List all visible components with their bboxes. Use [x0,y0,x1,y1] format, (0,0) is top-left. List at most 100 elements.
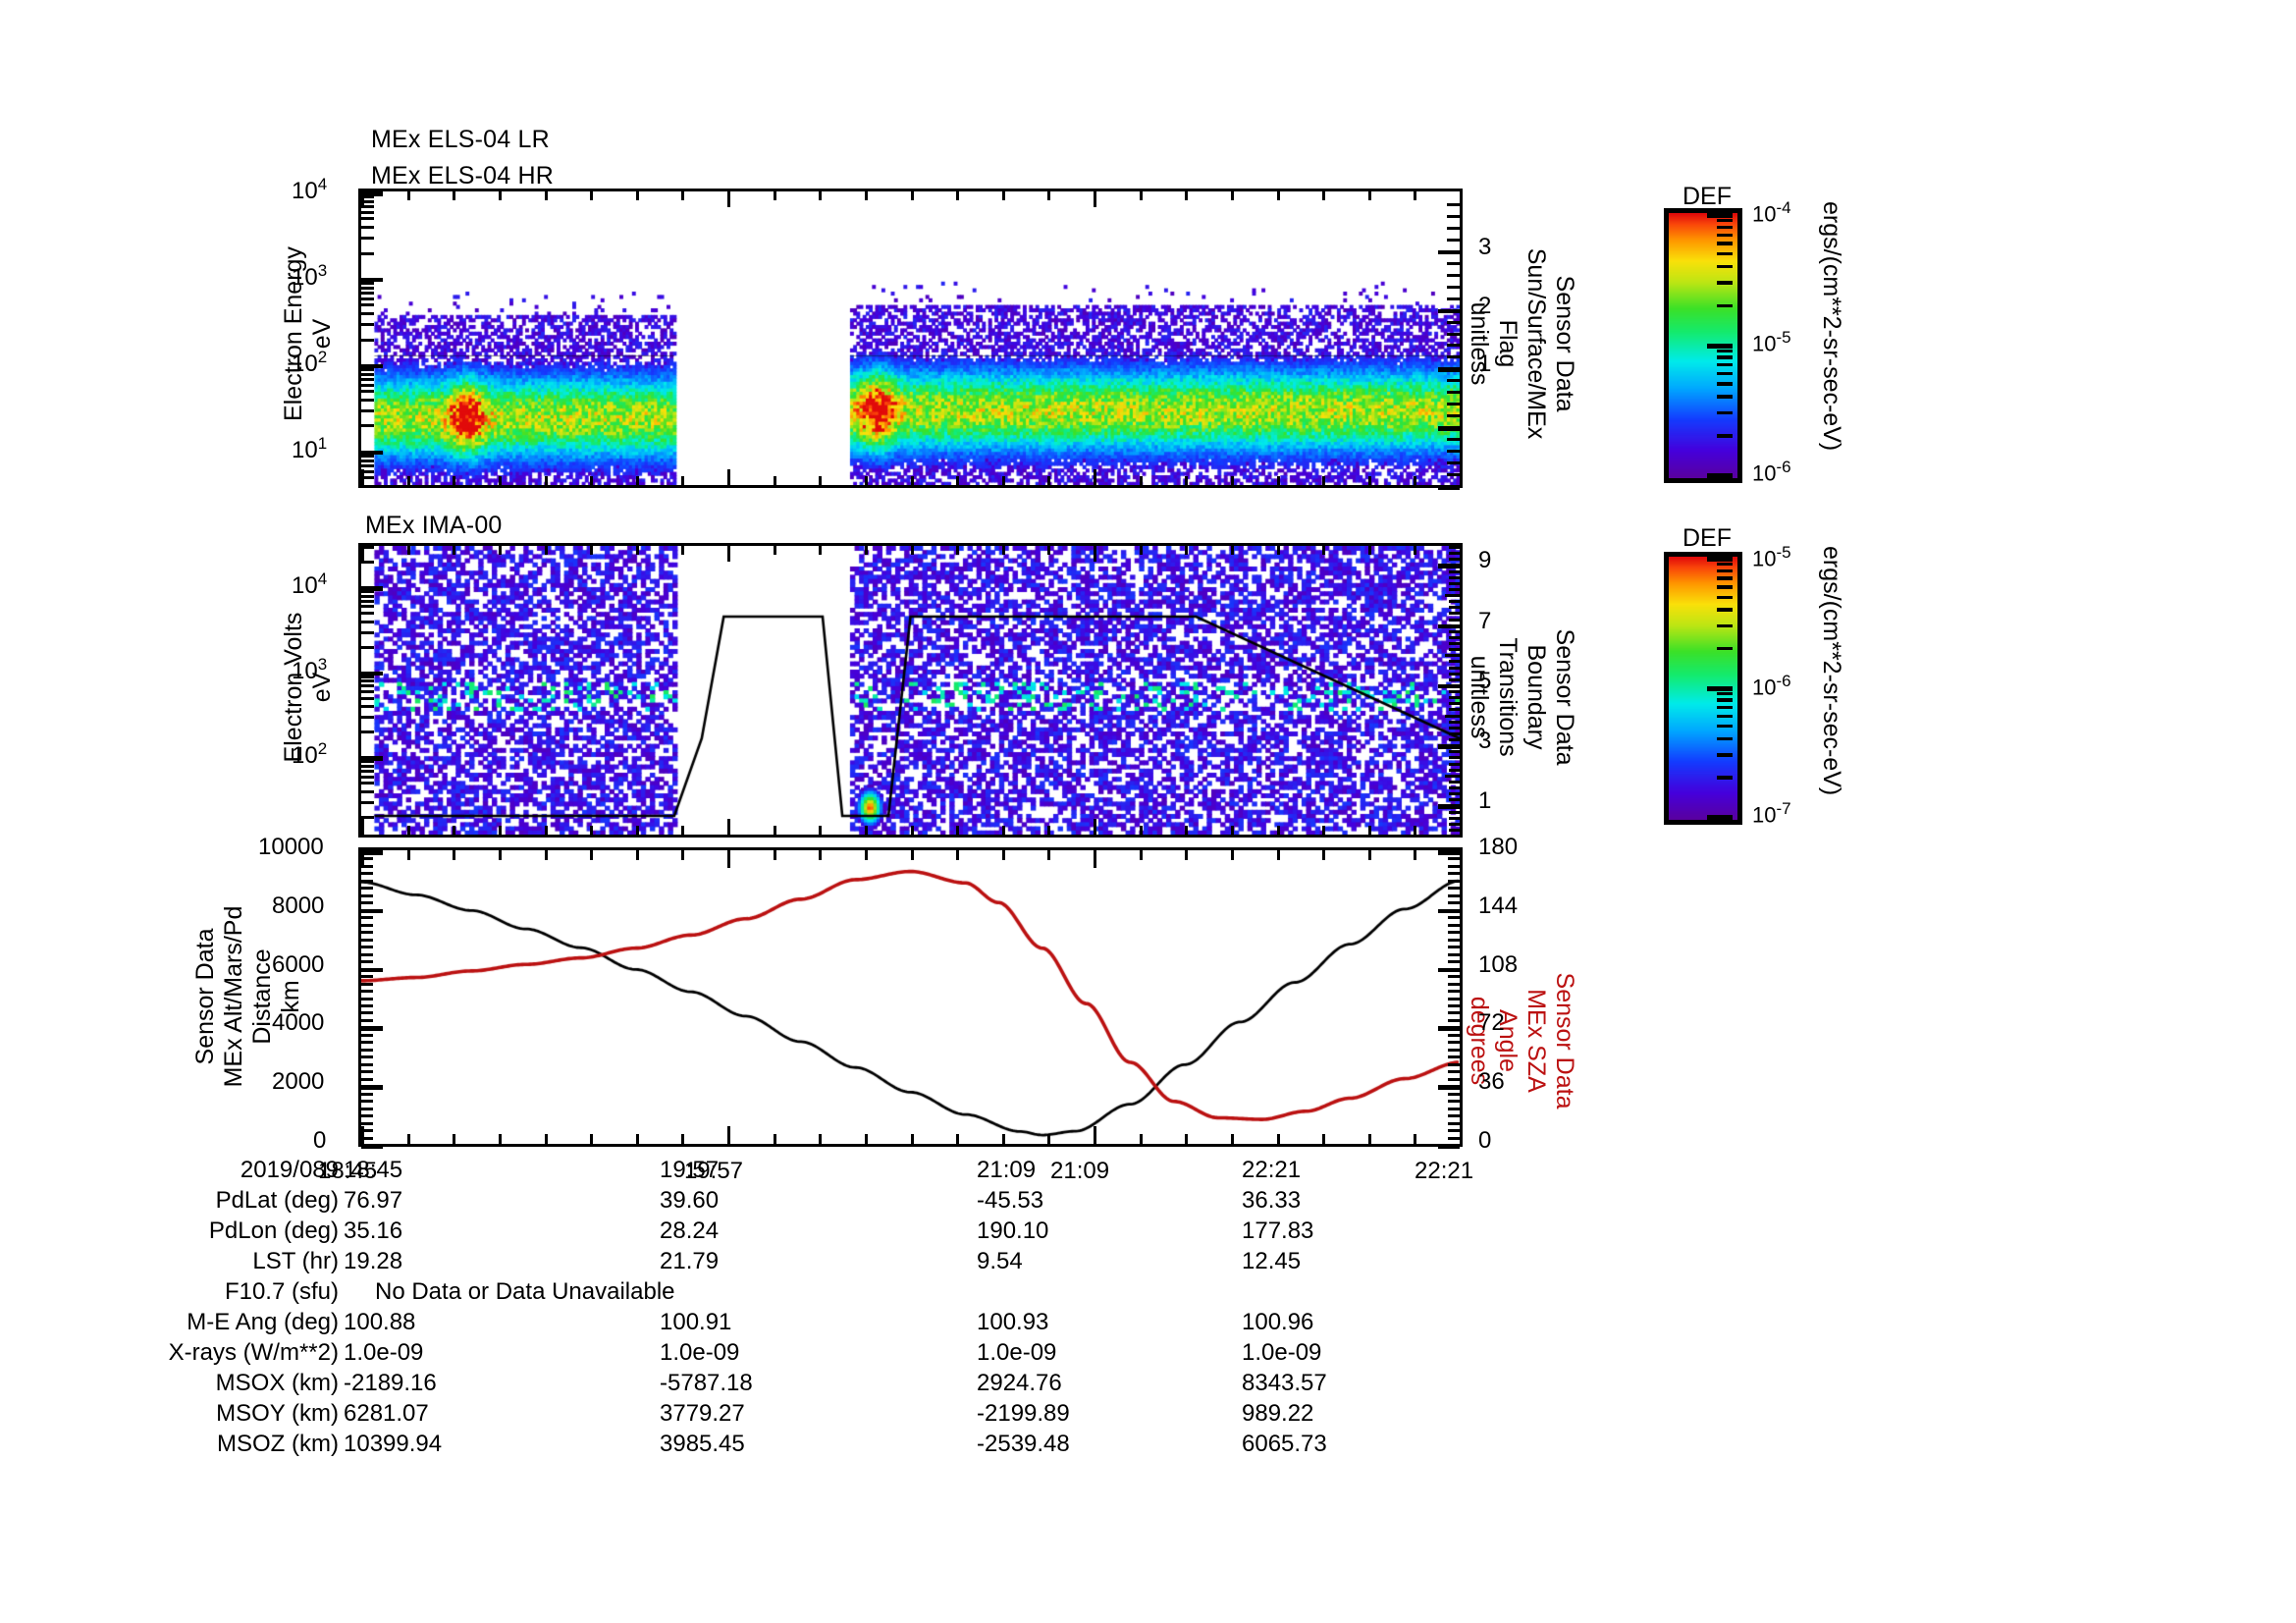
axis-tick [1447,379,1460,383]
info-row-value: -2539.48 [977,1431,1070,1457]
axis-tick [1449,798,1460,802]
axis-tick [361,399,374,402]
axis-tick [1047,826,1051,835]
info-row-value: 12.45 [1242,1248,1302,1274]
axis-tick [864,476,868,485]
axis-tick [361,789,374,793]
axis-tick [1447,355,1460,359]
axis-tick [361,1062,373,1066]
axis-tick [1447,238,1460,242]
axis-tick [727,191,730,207]
panel3-left-axis-line3: Distance [248,948,276,1045]
axis-tick [361,1126,364,1144]
axis-tick [1322,191,1326,200]
axis-tick [1276,476,1280,485]
axis-tick [1448,1070,1460,1074]
axis-tick [1001,850,1005,860]
axis-tick [1230,546,1234,555]
info-row-label: MSOX (km) [215,1370,339,1396]
axis-tick [361,696,374,700]
axis-tick [361,990,373,994]
colorbar2-units: ergs/(cm**2-sr-sec-eV) [1818,546,1845,796]
axis-tick [1717,303,1733,307]
axis-tick [1447,403,1460,406]
axis-tick [361,1003,373,1007]
axis-tick [1449,708,1460,712]
axis-tick [1449,666,1460,670]
axis-tick [361,338,374,342]
colorbar2-bot-label: 10-7 [1752,799,1791,828]
axis-tick [544,1134,548,1144]
info-row-value: 1.0e-09 [660,1339,740,1366]
figure-element: 3 [317,260,328,280]
axis-tick [361,424,374,428]
axis-tick [910,191,914,200]
axis-tick [361,282,374,286]
info-row-value: 190.10 [977,1217,1049,1244]
axis-tick [1460,850,1463,868]
axis-tick [498,476,502,485]
axis-tick [361,383,374,387]
axis-tick [1449,612,1460,616]
axis-tick [1185,476,1189,485]
axis-tick-label: 8000 [272,892,325,919]
axis-tick [910,850,914,860]
axis-tick [635,826,639,835]
axis-tick [361,967,383,973]
colorbar1-mid-mantissa: 10 [1752,331,1777,356]
axis-tick [590,476,594,485]
info-row-value: 35.16 [344,1217,403,1244]
axis-tick [1414,1134,1417,1144]
info-row-label: LST (hr) [252,1248,339,1274]
axis-tick [453,850,456,860]
info-row-label: M-E Ang (deg) [187,1309,339,1335]
axis-tick [590,850,594,860]
axis-tick [361,363,383,369]
axis-tick [956,850,960,860]
axis-tick [1448,1018,1460,1022]
axis-tick [1001,191,1005,200]
axis-tick [1449,635,1460,639]
axis-tick [1047,476,1051,485]
axis-tick [361,297,374,300]
axis-tick [1460,546,1463,562]
axis-tick [1438,804,1460,809]
axis-tick [1449,762,1460,766]
axis-tick [1438,967,1460,973]
info-row-value: 18:45 [344,1157,403,1183]
colorbar1-top-mantissa: 10 [1752,201,1777,227]
axis-tick [361,323,374,326]
axis-tick [1448,864,1460,868]
axis-tick [361,1070,373,1074]
axis-tick [1094,191,1096,207]
axis-tick [361,469,374,473]
axis-tick [590,826,594,835]
axis-tick [956,546,960,555]
info-row-label: PdLat (deg) [215,1187,339,1214]
info-row-value: 10399.94 [344,1431,443,1457]
axis-tick [361,850,364,868]
axis-tick [1185,850,1189,860]
axis-tick [361,476,374,480]
axis-tick [1449,558,1460,562]
axis-tick [544,850,548,860]
axis-tick [1717,705,1733,710]
axis-tick [361,684,374,688]
axis-tick [1449,828,1460,832]
axis-tick [1438,367,1460,372]
axis-tick [361,800,374,804]
axis-tick [1707,343,1733,349]
axis-tick [1707,557,1733,562]
axis-tick [1460,469,1463,485]
axis-tick [498,191,502,200]
panel1-title-hr: MEx ELS-04 HR [371,162,554,189]
axis-tick [498,546,502,555]
axis-tick-label: 36 [1478,1068,1505,1096]
axis-tick [1322,826,1326,835]
info-row-value: 9.54 [977,1248,1023,1274]
axis-tick [361,286,374,290]
axis-tick [361,277,383,283]
axis-tick-label: 0 [1478,1127,1492,1154]
axis-tick [1414,546,1417,555]
axis-tick [361,690,374,693]
